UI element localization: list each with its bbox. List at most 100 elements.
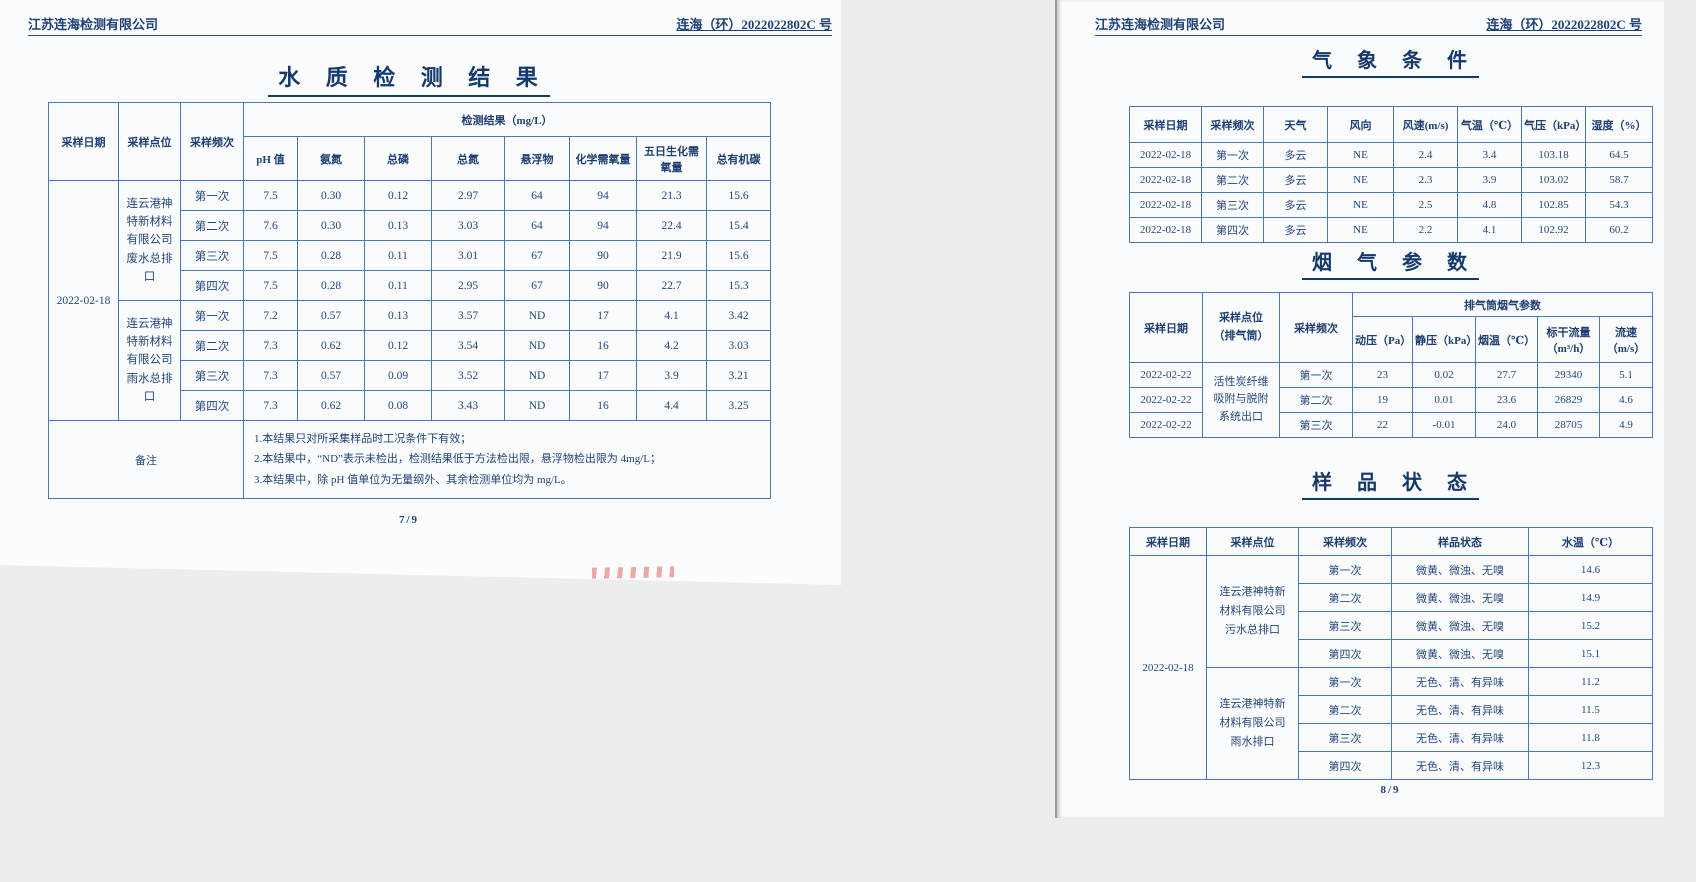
sample-status-table: 采样日期 采样点位 采样频次 样品状态 水温（℃） 2022-02-18 连云港神… (1129, 527, 1653, 780)
sample-state-cell: 微黄、微浊、无嗅 (1391, 639, 1529, 668)
water-result-row: 2022-02-18 连云港神特新材料有限公司废水总排口 第一次 7.5 0.30 0.1… (48, 180, 772, 421)
weather-value-cell: 2022-02-18 (1129, 217, 1202, 243)
result-value-cell: 3.52 (431, 360, 505, 391)
weather-value-cell: 多云 (1263, 192, 1328, 218)
weather-value-cell: 2.5 (1393, 192, 1458, 218)
result-value-cell: 4.4 (636, 390, 707, 421)
result-value-cell: ND (504, 360, 570, 391)
flue-gas-body: 2022-02-22 活性炭纤维吸附与脱附系统出口 第一次 23 0.02 27.7 293… (1129, 362, 1654, 438)
header-cell: 湿度（%） (1585, 106, 1653, 143)
weather-value-cell: 2.4 (1393, 142, 1458, 168)
header-param: 流速（m/s） (1598, 316, 1654, 363)
water-result-row: 连云港神特新材料有限公司雨水总排口 第一次 7.2 0.57 0.13 3.57 ND 17 4… (49, 300, 772, 421)
result-value-cell: 3.25 (705, 390, 772, 421)
flue-value-cell: 22 (1352, 412, 1413, 438)
sample-freq-cell: 第四次 (180, 270, 244, 301)
doc-number: 连海（环）2022022802C 号 (676, 17, 832, 32)
header-cell: 风速(m/s) (1393, 106, 1458, 143)
sample-freq-cell: 第一次 (1298, 667, 1392, 696)
flue-value-cell: 0.02 (1412, 362, 1476, 388)
weather-value-cell: 2022-02-18 (1129, 167, 1202, 193)
sample-status-body: 2022-02-18 连云港神特新材料有限公司污水总排口 第一次 微黄、微浊、无嗅 14… (1129, 555, 1653, 780)
result-value-cell: 16 (569, 330, 637, 361)
water-temp-cell: 15.2 (1528, 611, 1653, 640)
weather-value-cell: 58.7 (1585, 167, 1653, 193)
result-value-cell: 3.21 (705, 360, 772, 391)
weather-value-cell: 102.92 (1521, 217, 1586, 243)
header-cell: 采样点位 (1206, 527, 1299, 556)
flue-value-cell: 24.0 (1475, 412, 1538, 438)
page-number: 7/9 (398, 514, 420, 526)
header-param: 五日生化需氧量 (636, 136, 707, 181)
sample-site-cell: 连云港神特新材料有限公司污水总排口 (1206, 555, 1299, 668)
header-param: pH 值 (243, 136, 298, 181)
result-value-cell: 21.3 (636, 180, 707, 211)
result-value-cell: 2.95 (431, 270, 505, 301)
header-sample-date: 采样日期 (48, 102, 119, 181)
result-value-cell: 7.3 (243, 390, 298, 421)
header-cell: 采样日期 (1129, 106, 1202, 143)
result-value-cell: 67 (504, 270, 570, 301)
result-value-cell: 3.03 (431, 210, 505, 241)
result-value-cell: 15.4 (705, 210, 772, 241)
weather-conditions-table: 采样日期 采样频次 天气 风向 风速(m/s) 气温（℃） 气压（kPa） 湿度… (1129, 106, 1653, 243)
result-value-cell: 64 (504, 180, 570, 211)
water-temp-cell: 11.5 (1528, 695, 1653, 724)
flue-value-cell: 27.7 (1475, 362, 1538, 388)
header-sample-freq: 采样频次 (180, 102, 244, 181)
sample-date-cell: 2022-02-18 (48, 180, 119, 421)
header-param: 标干流量（m³/h） (1537, 316, 1600, 363)
remark-notes-cell: 1.本结果只对所采集样品时工况条件下有效； 2.本结果中，“ND”表示未检出，检… (242, 420, 772, 499)
result-value-cell: 0.28 (297, 270, 365, 301)
result-value-cell: 0.11 (364, 270, 432, 301)
flue-value-cell: 29340 (1537, 362, 1600, 388)
header-param: 总氮 (431, 136, 505, 181)
sample-freq-cell: 第三次 (1298, 611, 1392, 640)
weather-value-cell: 54.3 (1585, 192, 1653, 218)
sample-freq-cell: 第一次 (180, 300, 244, 331)
result-value-cell: 0.62 (297, 330, 365, 361)
header-sample-date: 采样日期 (1129, 292, 1203, 363)
sample-date-cell: 2022-02-18 (1129, 555, 1207, 780)
water-results-table: 采样日期 采样点位 采样频次 检测结果（mg/L） pH 值 氨氮 总磷 总氮 … (48, 102, 772, 499)
result-value-cell: 3.42 (705, 300, 772, 331)
result-value-cell: 3.01 (431, 240, 505, 271)
flue-value-cell: 26829 (1537, 387, 1600, 413)
result-value-cell: 4.2 (636, 330, 707, 361)
result-value-cell: 0.57 (297, 300, 365, 331)
weather-value-cell: 64.5 (1585, 142, 1653, 168)
sample-status-row: 第四次 无色、清、有异味 12.3 (1130, 751, 1653, 780)
sample-freq-cell: 第四次 (1298, 639, 1392, 668)
flue-value-cell: -0.01 (1412, 412, 1476, 438)
result-value-cell: 3.03 (705, 330, 772, 361)
weather-value-cell: 多云 (1263, 217, 1328, 243)
result-value-cell: 7.6 (243, 210, 298, 241)
result-value-cell: 22.4 (636, 210, 707, 241)
weather-value-cell: 2022-02-18 (1129, 142, 1202, 168)
header-sample-freq: 采样频次 (1279, 292, 1353, 363)
sample-status-row: 第四次 微黄、微浊、无嗅 15.1 (1130, 639, 1653, 668)
header-param: 悬浮物 (504, 136, 570, 181)
sample-freq-cell: 第三次 (1279, 412, 1353, 438)
header-results-group: 检测结果（mg/L） (242, 102, 772, 137)
flue-value-cell: 4.6 (1598, 387, 1654, 413)
header-param: 化学需氧量 (569, 136, 637, 181)
weather-value-cell: 2.2 (1393, 217, 1458, 243)
flue-gas-table: 采样日期 采样点位（排气筒） 采样频次 排气筒烟气参数 动压（Pa） 静压（kP… (1129, 292, 1654, 438)
weather-row: 2022-02-18 第二次 多云 NE 2.3 3.9 103.02 58.7 (1129, 167, 1653, 193)
result-value-cell: 3.57 (431, 300, 505, 331)
page-header: 江苏连海检测有限公司 连海（环）2022022802C 号 (28, 14, 832, 36)
result-value-cell: 0.28 (297, 240, 365, 271)
header-cell: 采样日期 (1129, 527, 1207, 556)
water-results-body: 2022-02-18 连云港神特新材料有限公司废水总排口 第一次 7.5 0.30 0.1… (48, 180, 772, 421)
result-value-cell: ND (504, 390, 570, 421)
header-param: 总有机碳 (705, 136, 772, 181)
weather-value-cell: 3.9 (1457, 167, 1522, 193)
sample-state-cell: 无色、清、有异味 (1391, 723, 1529, 752)
weather-section-title: 气 象 条 件 (1129, 44, 1652, 78)
sample-site-cell: 连云港神特新材料有限公司雨水总排口 (118, 300, 181, 421)
result-value-cell: 15.6 (705, 180, 772, 211)
result-value-cell: 0.12 (364, 180, 432, 211)
header-param: 动压（Pa） (1352, 316, 1413, 363)
